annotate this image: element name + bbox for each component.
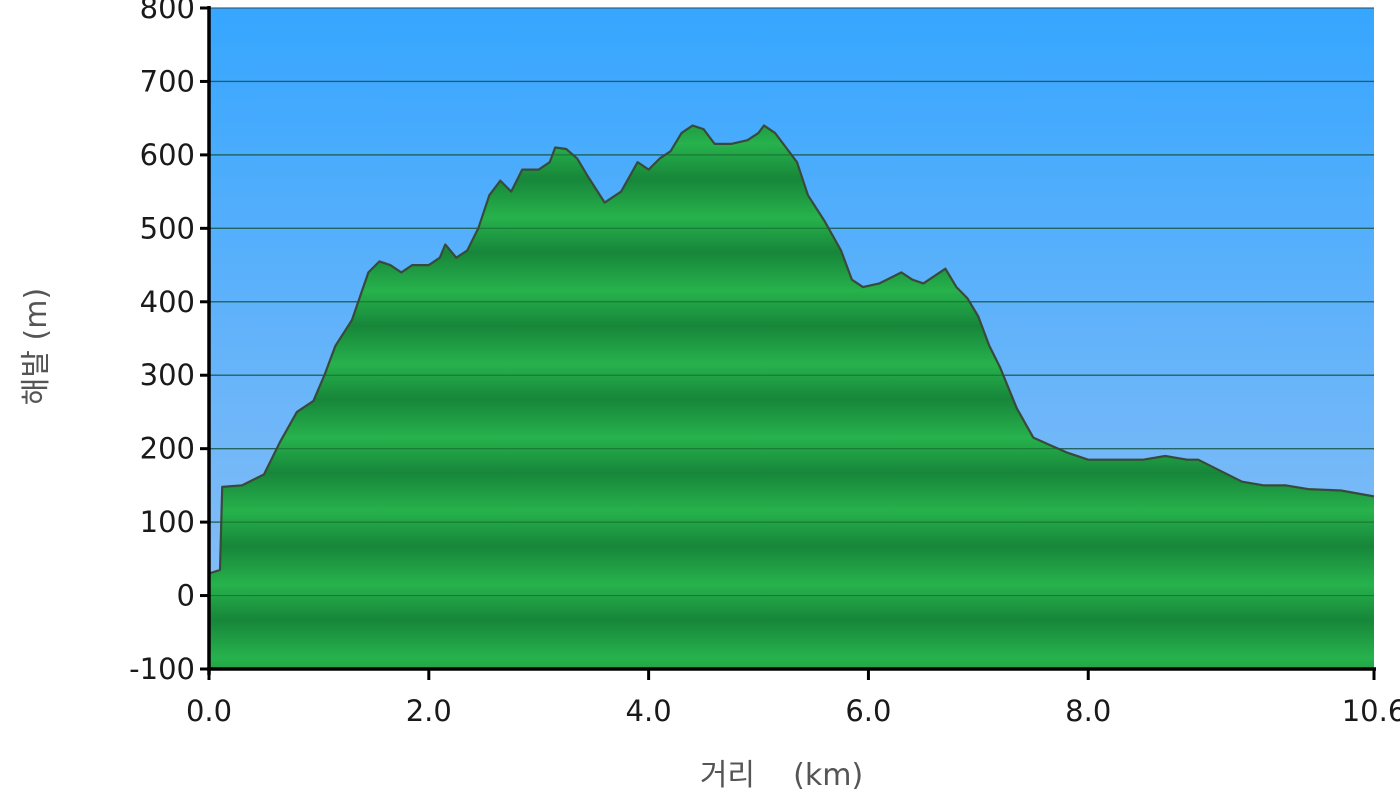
x-tick-labels: 0.0 2.0 4.0 6.0 8.0 10.6: [186, 669, 1400, 728]
x-tick-label: 0.0: [186, 694, 232, 728]
x-tick-label: 4.0: [626, 694, 672, 728]
y-tick-label: 800: [140, 0, 195, 25]
y-tick-label: 0: [177, 579, 195, 613]
area-layer: [209, 80, 1374, 669]
y-tick-label: 400: [140, 285, 195, 319]
x-tick-label: 8.0: [1065, 694, 1111, 728]
y-tick-label: 600: [140, 138, 195, 172]
x-tick-label: 6.0: [845, 694, 891, 728]
y-tick-label: 300: [140, 358, 195, 392]
axes: [207, 6, 1376, 675]
y-tick-label: 100: [140, 505, 195, 539]
y-axis-title: 해발 (m): [19, 288, 54, 405]
y-tick-labels: 800 700 600 500 400 300 200 100 0 -100: [129, 0, 209, 686]
x-axis-title: 거리 (km): [700, 758, 863, 793]
y-tick-label: 500: [140, 211, 195, 245]
y-tick-label: 200: [140, 432, 195, 466]
elevation-area: [209, 125, 1374, 669]
x-tick-label: 10.6: [1342, 694, 1400, 728]
elevation-line: [209, 124, 1374, 575]
y-tick-label: 700: [140, 64, 195, 98]
x-tick-label: 2.0: [406, 694, 452, 728]
y-tick-label: -100: [129, 652, 195, 686]
